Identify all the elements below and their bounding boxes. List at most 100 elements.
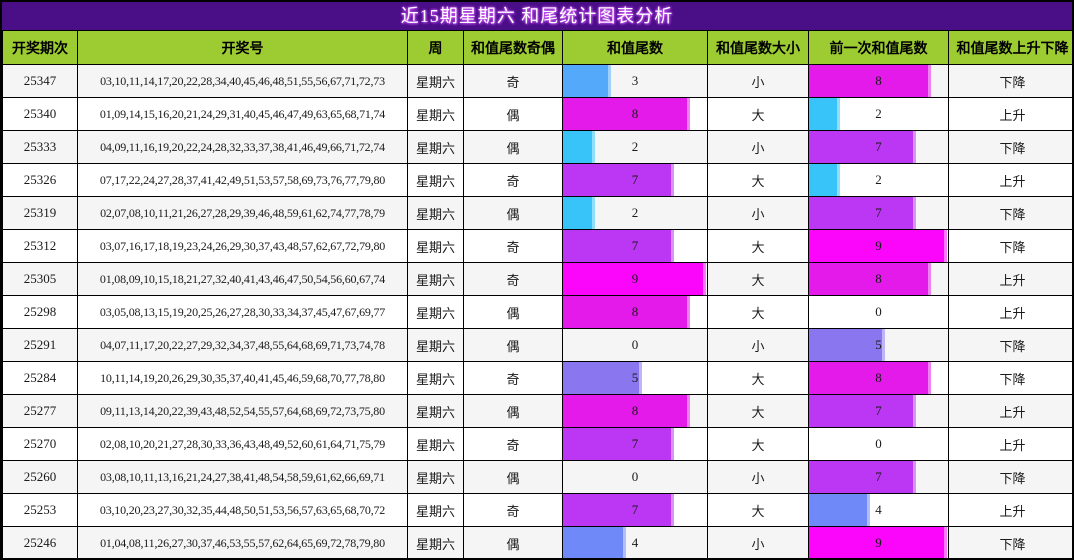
prev-tail-bar bbox=[809, 263, 932, 295]
page-title: 近15期星期六 和尾统计图表分析 bbox=[400, 6, 674, 26]
prev-tail-bar bbox=[809, 527, 947, 558]
week-cell: 星期六 bbox=[407, 526, 464, 558]
period-cell: 25246 bbox=[2, 526, 78, 558]
week-cell: 星期六 bbox=[407, 130, 464, 164]
size-cell: 大 bbox=[707, 163, 809, 197]
prev-tail-bar bbox=[809, 362, 932, 394]
prev-tail-cell: 0 bbox=[808, 427, 949, 461]
tail-cell: 8 bbox=[562, 394, 708, 428]
period-cell: 25326 bbox=[2, 163, 78, 197]
prev-tail-cell: 5 bbox=[808, 328, 949, 362]
numbers-cell: 04,07,11,17,20,22,27,29,32,34,37,48,55,6… bbox=[77, 328, 408, 362]
period-cell: 25319 bbox=[2, 196, 78, 230]
tail-value: 7 bbox=[631, 502, 639, 517]
column-header: 和值尾数 bbox=[562, 30, 708, 65]
period-cell: 25277 bbox=[2, 394, 78, 428]
tail-bar bbox=[563, 395, 690, 427]
table-row: 25260 03,08,10,11,13,16,21,24,27,38,41,48… bbox=[2, 460, 1072, 494]
period-cell: 25333 bbox=[2, 130, 78, 164]
column-header: 开奖期次 bbox=[2, 30, 78, 65]
trend-cell: 下降 bbox=[948, 328, 1072, 362]
period-cell: 25312 bbox=[2, 229, 78, 263]
table-body: 2 5 3 4 7 03,10,11,14,17,20,22,28,34,40,45,46… bbox=[2, 64, 1072, 558]
prev-tail-bar bbox=[809, 230, 947, 262]
prev-tail-value: 8 bbox=[875, 271, 882, 286]
tail-cell: 7 bbox=[562, 163, 708, 197]
tail-bar bbox=[563, 230, 674, 262]
prev-tail-value: 7 bbox=[875, 469, 882, 484]
week-cell: 星期六 bbox=[407, 460, 464, 494]
week-cell: 星期六 bbox=[407, 97, 464, 131]
trend-cell: 下降 bbox=[948, 130, 1072, 164]
prev-tail-cell: 7 bbox=[808, 196, 949, 230]
tail-value: 4 bbox=[631, 535, 639, 550]
prev-tail-bar bbox=[809, 494, 871, 526]
tail-value: 8 bbox=[631, 106, 639, 121]
size-cell: 大 bbox=[707, 229, 809, 263]
prev-tail-cell: 9 bbox=[808, 229, 949, 263]
prev-tail-value: 7 bbox=[875, 205, 882, 220]
numbers-cell: 10,11,14,19,20,26,29,30,35,37,40,41,45,4… bbox=[77, 361, 408, 395]
table-row: 25312 03,07,16,17,18,19,23,24,26,29,30,37… bbox=[2, 229, 1072, 263]
column-header: 和值尾数奇偶 bbox=[463, 30, 563, 65]
parity-cell: 奇 bbox=[463, 229, 563, 263]
prev-tail-cell: 4 bbox=[808, 493, 949, 527]
numbers-cell: 02,08,10,20,21,27,28,30,33,36,43,48,49,5… bbox=[77, 427, 408, 461]
period-cell: 25270 bbox=[2, 427, 78, 461]
numbers-cell: 02,07,08,10,11,21,26,27,28,29,39,46,48,5… bbox=[77, 196, 408, 230]
size-cell: 大 bbox=[707, 493, 809, 527]
trend-cell: 上升 bbox=[948, 262, 1072, 296]
trend-cell: 下降 bbox=[948, 196, 1072, 230]
prev-tail-bar bbox=[809, 329, 886, 361]
trend-cell: 下降 bbox=[948, 229, 1072, 263]
size-cell: 大 bbox=[707, 427, 809, 461]
table-row: 25326 07,17,22,24,27,28,37,41,42,49,51,53… bbox=[2, 163, 1072, 197]
numbers-cell: 03,10,20,23,27,30,32,35,44,48,50,51,53,5… bbox=[77, 493, 408, 527]
week-cell: 星期六 bbox=[407, 328, 464, 362]
parity-cell: 奇 bbox=[463, 64, 563, 98]
tail-bar bbox=[563, 197, 595, 229]
table-row: 25277 09,11,13,14,20,22,39,43,48,52,54,55… bbox=[2, 394, 1072, 428]
tail-cell: 7 bbox=[562, 427, 708, 461]
tail-value: 2 bbox=[631, 139, 639, 154]
tail-value: 0 bbox=[631, 337, 639, 352]
prev-tail-cell: 8 bbox=[808, 262, 949, 296]
period-cell: 25340 bbox=[2, 97, 78, 131]
prev-tail-bar bbox=[809, 395, 917, 427]
week-cell: 星期六 bbox=[407, 262, 464, 296]
table-row: 25319 02,07,08,10,11,21,26,27,28,29,39,46… bbox=[2, 196, 1072, 230]
tail-cell: 3 bbox=[562, 64, 708, 98]
tail-cell: 7 bbox=[562, 493, 708, 527]
column-header: 前一次和值尾数 bbox=[808, 30, 949, 65]
numbers-cell: 03,07,16,17,18,19,23,24,26,29,30,37,43,4… bbox=[77, 229, 408, 263]
size-cell: 小 bbox=[707, 460, 809, 494]
table-row: 25253 03,10,20,23,27,30,32,35,44,48,50,51… bbox=[2, 493, 1072, 527]
parity-cell: 偶 bbox=[463, 196, 563, 230]
prev-tail-cell: 0 bbox=[808, 295, 949, 329]
week-cell: 星期六 bbox=[407, 229, 464, 263]
parity-cell: 奇 bbox=[463, 262, 563, 296]
tail-value: 5 bbox=[631, 370, 639, 385]
column-header: 和值尾数上升下降 bbox=[948, 30, 1072, 65]
prev-tail-bar bbox=[809, 131, 917, 163]
tail-cell: 2 bbox=[562, 196, 708, 230]
tail-cell: 4 bbox=[562, 526, 708, 558]
numbers-cell: 03,10,11,14,17,20,22,28,34,40,45,46,48,5… bbox=[77, 64, 408, 98]
tail-bar bbox=[563, 494, 674, 526]
tail-cell: 8 bbox=[562, 295, 708, 329]
trend-cell: 下降 bbox=[948, 361, 1072, 395]
size-cell: 大 bbox=[707, 295, 809, 329]
prev-tail-bar bbox=[809, 164, 840, 196]
tail-bar bbox=[563, 296, 690, 328]
numbers-cell: 07,17,22,24,27,28,37,41,42,49,51,53,57,5… bbox=[77, 163, 408, 197]
prev-tail-bar bbox=[809, 197, 917, 229]
trend-cell: 上升 bbox=[948, 427, 1072, 461]
tail-cell: 0 bbox=[562, 328, 708, 362]
table-row: 25305 01,08,09,10,15,18,21,27,32,40,41,43… bbox=[2, 262, 1072, 296]
numbers-cell: 03,05,08,13,15,19,20,25,26,27,28,30,33,3… bbox=[77, 295, 408, 329]
prev-tail-value: 7 bbox=[875, 139, 882, 154]
prev-tail-value: 8 bbox=[875, 73, 882, 88]
tail-cell: 9 bbox=[562, 262, 708, 296]
week-cell: 星期六 bbox=[407, 493, 464, 527]
